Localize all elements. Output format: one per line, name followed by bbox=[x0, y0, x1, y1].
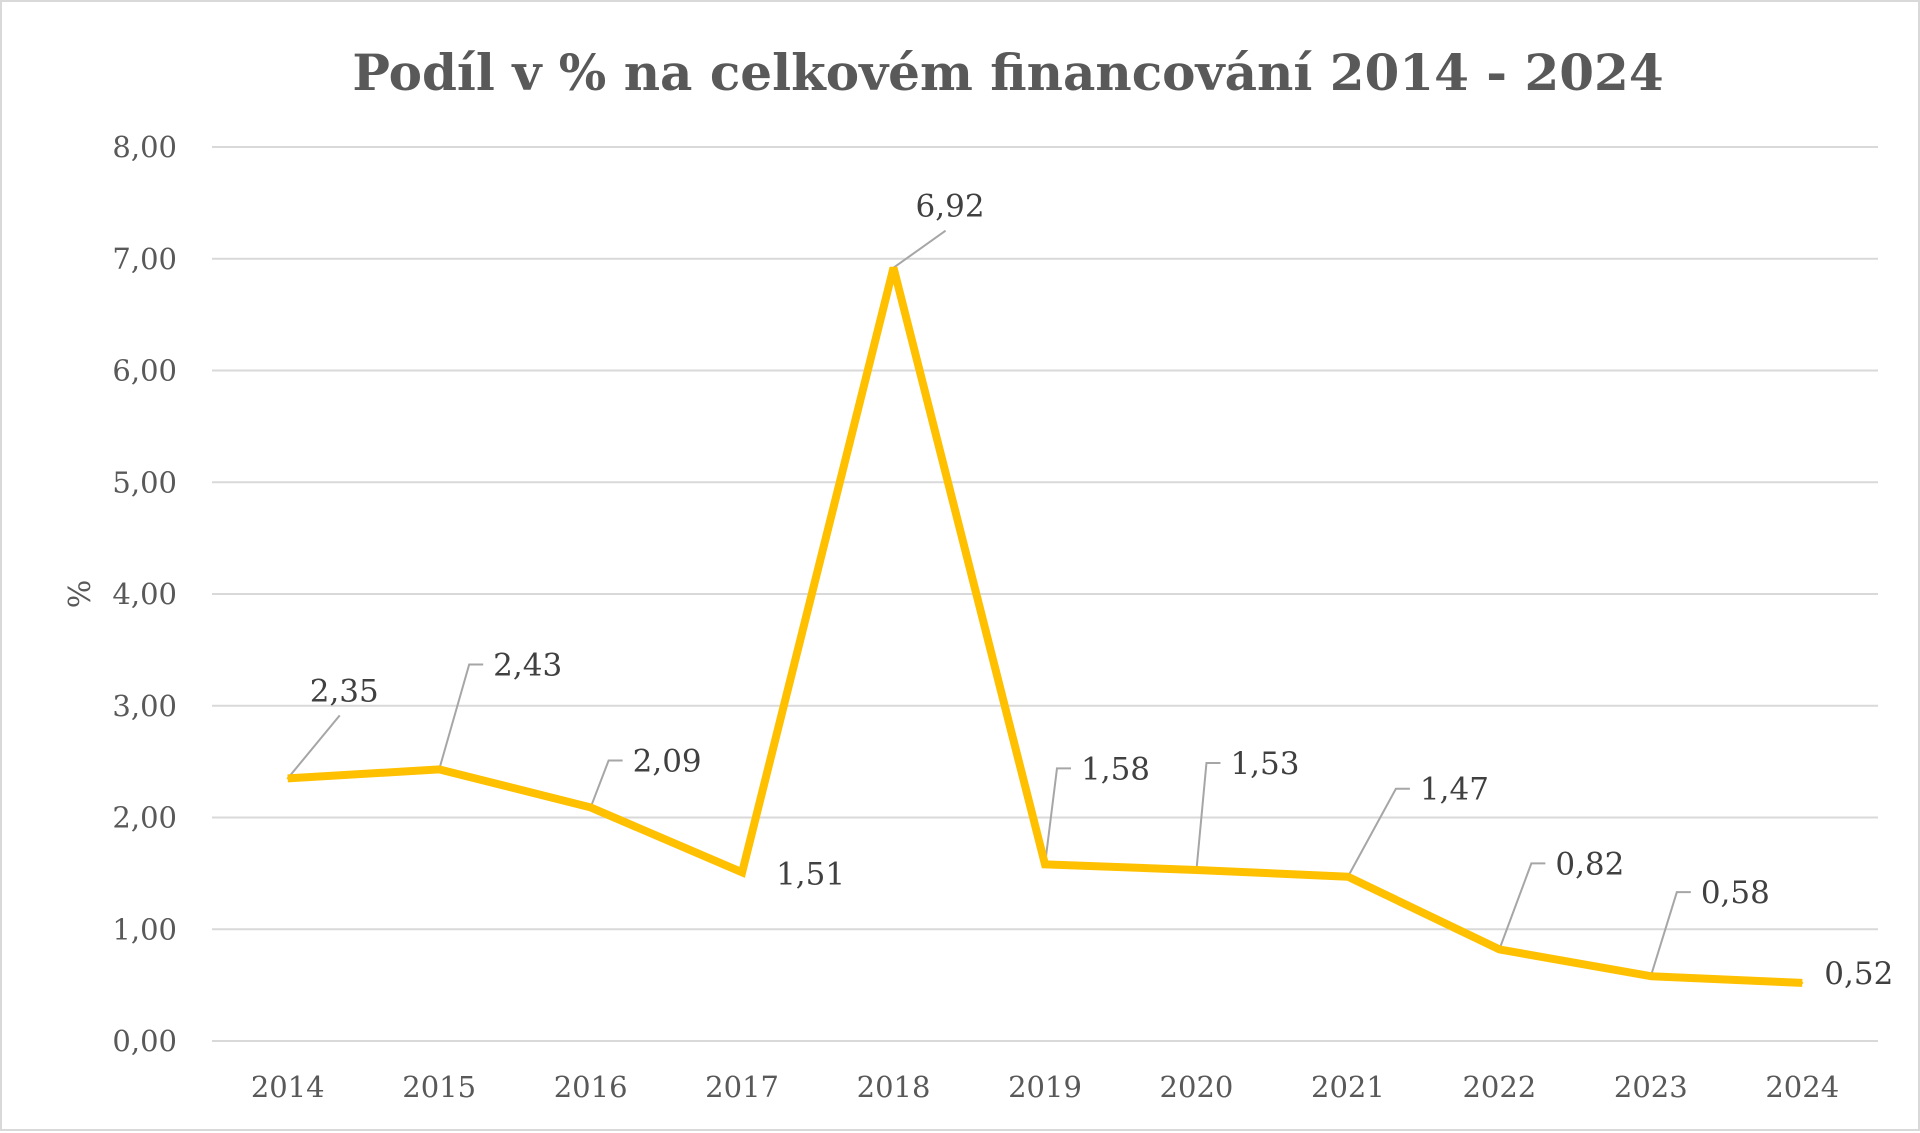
x-tick-label: 2016 bbox=[554, 1070, 628, 1104]
data-label: 0,58 bbox=[1701, 875, 1770, 911]
y-tick-label: 7,00 bbox=[112, 242, 177, 276]
y-tick-label: 2,00 bbox=[112, 801, 177, 835]
data-label: 2,35 bbox=[310, 673, 379, 709]
leader-line bbox=[438, 663, 484, 770]
data-label: 1,58 bbox=[1081, 751, 1150, 787]
data-label-leaders bbox=[286, 229, 1691, 977]
data-point bbox=[589, 806, 592, 809]
data-point bbox=[1044, 863, 1046, 866]
leader-line bbox=[1347, 787, 1410, 878]
leader-line bbox=[892, 229, 947, 269]
x-tick-label: 2017 bbox=[705, 1070, 779, 1104]
leader-line bbox=[1195, 762, 1221, 871]
data-label: 1,47 bbox=[1420, 772, 1489, 808]
data-point bbox=[741, 871, 744, 874]
data-label: 2,43 bbox=[493, 647, 562, 683]
leader-line bbox=[1498, 862, 1546, 950]
x-tick-label: 2021 bbox=[1311, 1070, 1385, 1104]
data-point bbox=[438, 768, 441, 771]
x-tick-label: 2024 bbox=[1765, 1070, 1839, 1104]
data-label: 2,09 bbox=[633, 743, 702, 779]
y-tick-label: 5,00 bbox=[112, 465, 177, 499]
x-tick-label: 2022 bbox=[1462, 1070, 1536, 1104]
x-tick-label: 2015 bbox=[402, 1070, 476, 1104]
series-line-group bbox=[286, 266, 1804, 987]
y-tick-label: 3,00 bbox=[112, 689, 177, 723]
data-point bbox=[1649, 975, 1652, 978]
x-tick-label: 2023 bbox=[1614, 1070, 1688, 1104]
y-tick-label: 1,00 bbox=[112, 912, 177, 946]
x-axis-ticks: 2014 2015 2016 2017 2018 2019 2020 2021 2022 2023… bbox=[251, 1070, 1839, 1104]
y-axis-ticks: 0,00 1,00 2,00 3,00 4,00 5,00 6,00 7,00 8,00 bbox=[112, 130, 177, 1058]
y-tick-label: 4,00 bbox=[112, 577, 177, 611]
data-point bbox=[286, 777, 289, 780]
leader-line bbox=[1649, 891, 1691, 977]
data-point bbox=[1346, 875, 1349, 878]
data-label: 0,52 bbox=[1824, 956, 1893, 992]
leader-line bbox=[286, 714, 341, 780]
y-tick-label: 8,00 bbox=[112, 130, 177, 164]
y-tick-label: 0,00 bbox=[112, 1024, 177, 1058]
gridlines bbox=[212, 146, 1878, 1042]
y-tick-label: 6,00 bbox=[112, 354, 177, 388]
data-label: 1,51 bbox=[776, 856, 845, 892]
leader-line bbox=[589, 759, 623, 808]
data-label: 0,82 bbox=[1555, 846, 1624, 882]
data-point bbox=[1801, 981, 1804, 984]
data-point bbox=[1195, 869, 1198, 872]
leader-line bbox=[1044, 767, 1071, 865]
x-tick-label: 2018 bbox=[857, 1070, 931, 1104]
x-tick-label: 2020 bbox=[1160, 1070, 1234, 1104]
chart-title: Podíl v % na celkovém financování 2014 -… bbox=[352, 43, 1663, 102]
data-label: 1,53 bbox=[1230, 746, 1299, 782]
data-labels: 2,35 2,43 2,09 1,51 6,92 1,58 1,53 1,47 0,82 0,58… bbox=[310, 189, 1894, 992]
x-tick-label: 2019 bbox=[1008, 1070, 1082, 1104]
y-axis-label: % bbox=[63, 580, 98, 609]
data-point bbox=[892, 266, 895, 269]
data-label: 6,92 bbox=[916, 189, 985, 225]
data-point bbox=[1498, 948, 1501, 951]
x-tick-label: 2014 bbox=[251, 1070, 325, 1104]
